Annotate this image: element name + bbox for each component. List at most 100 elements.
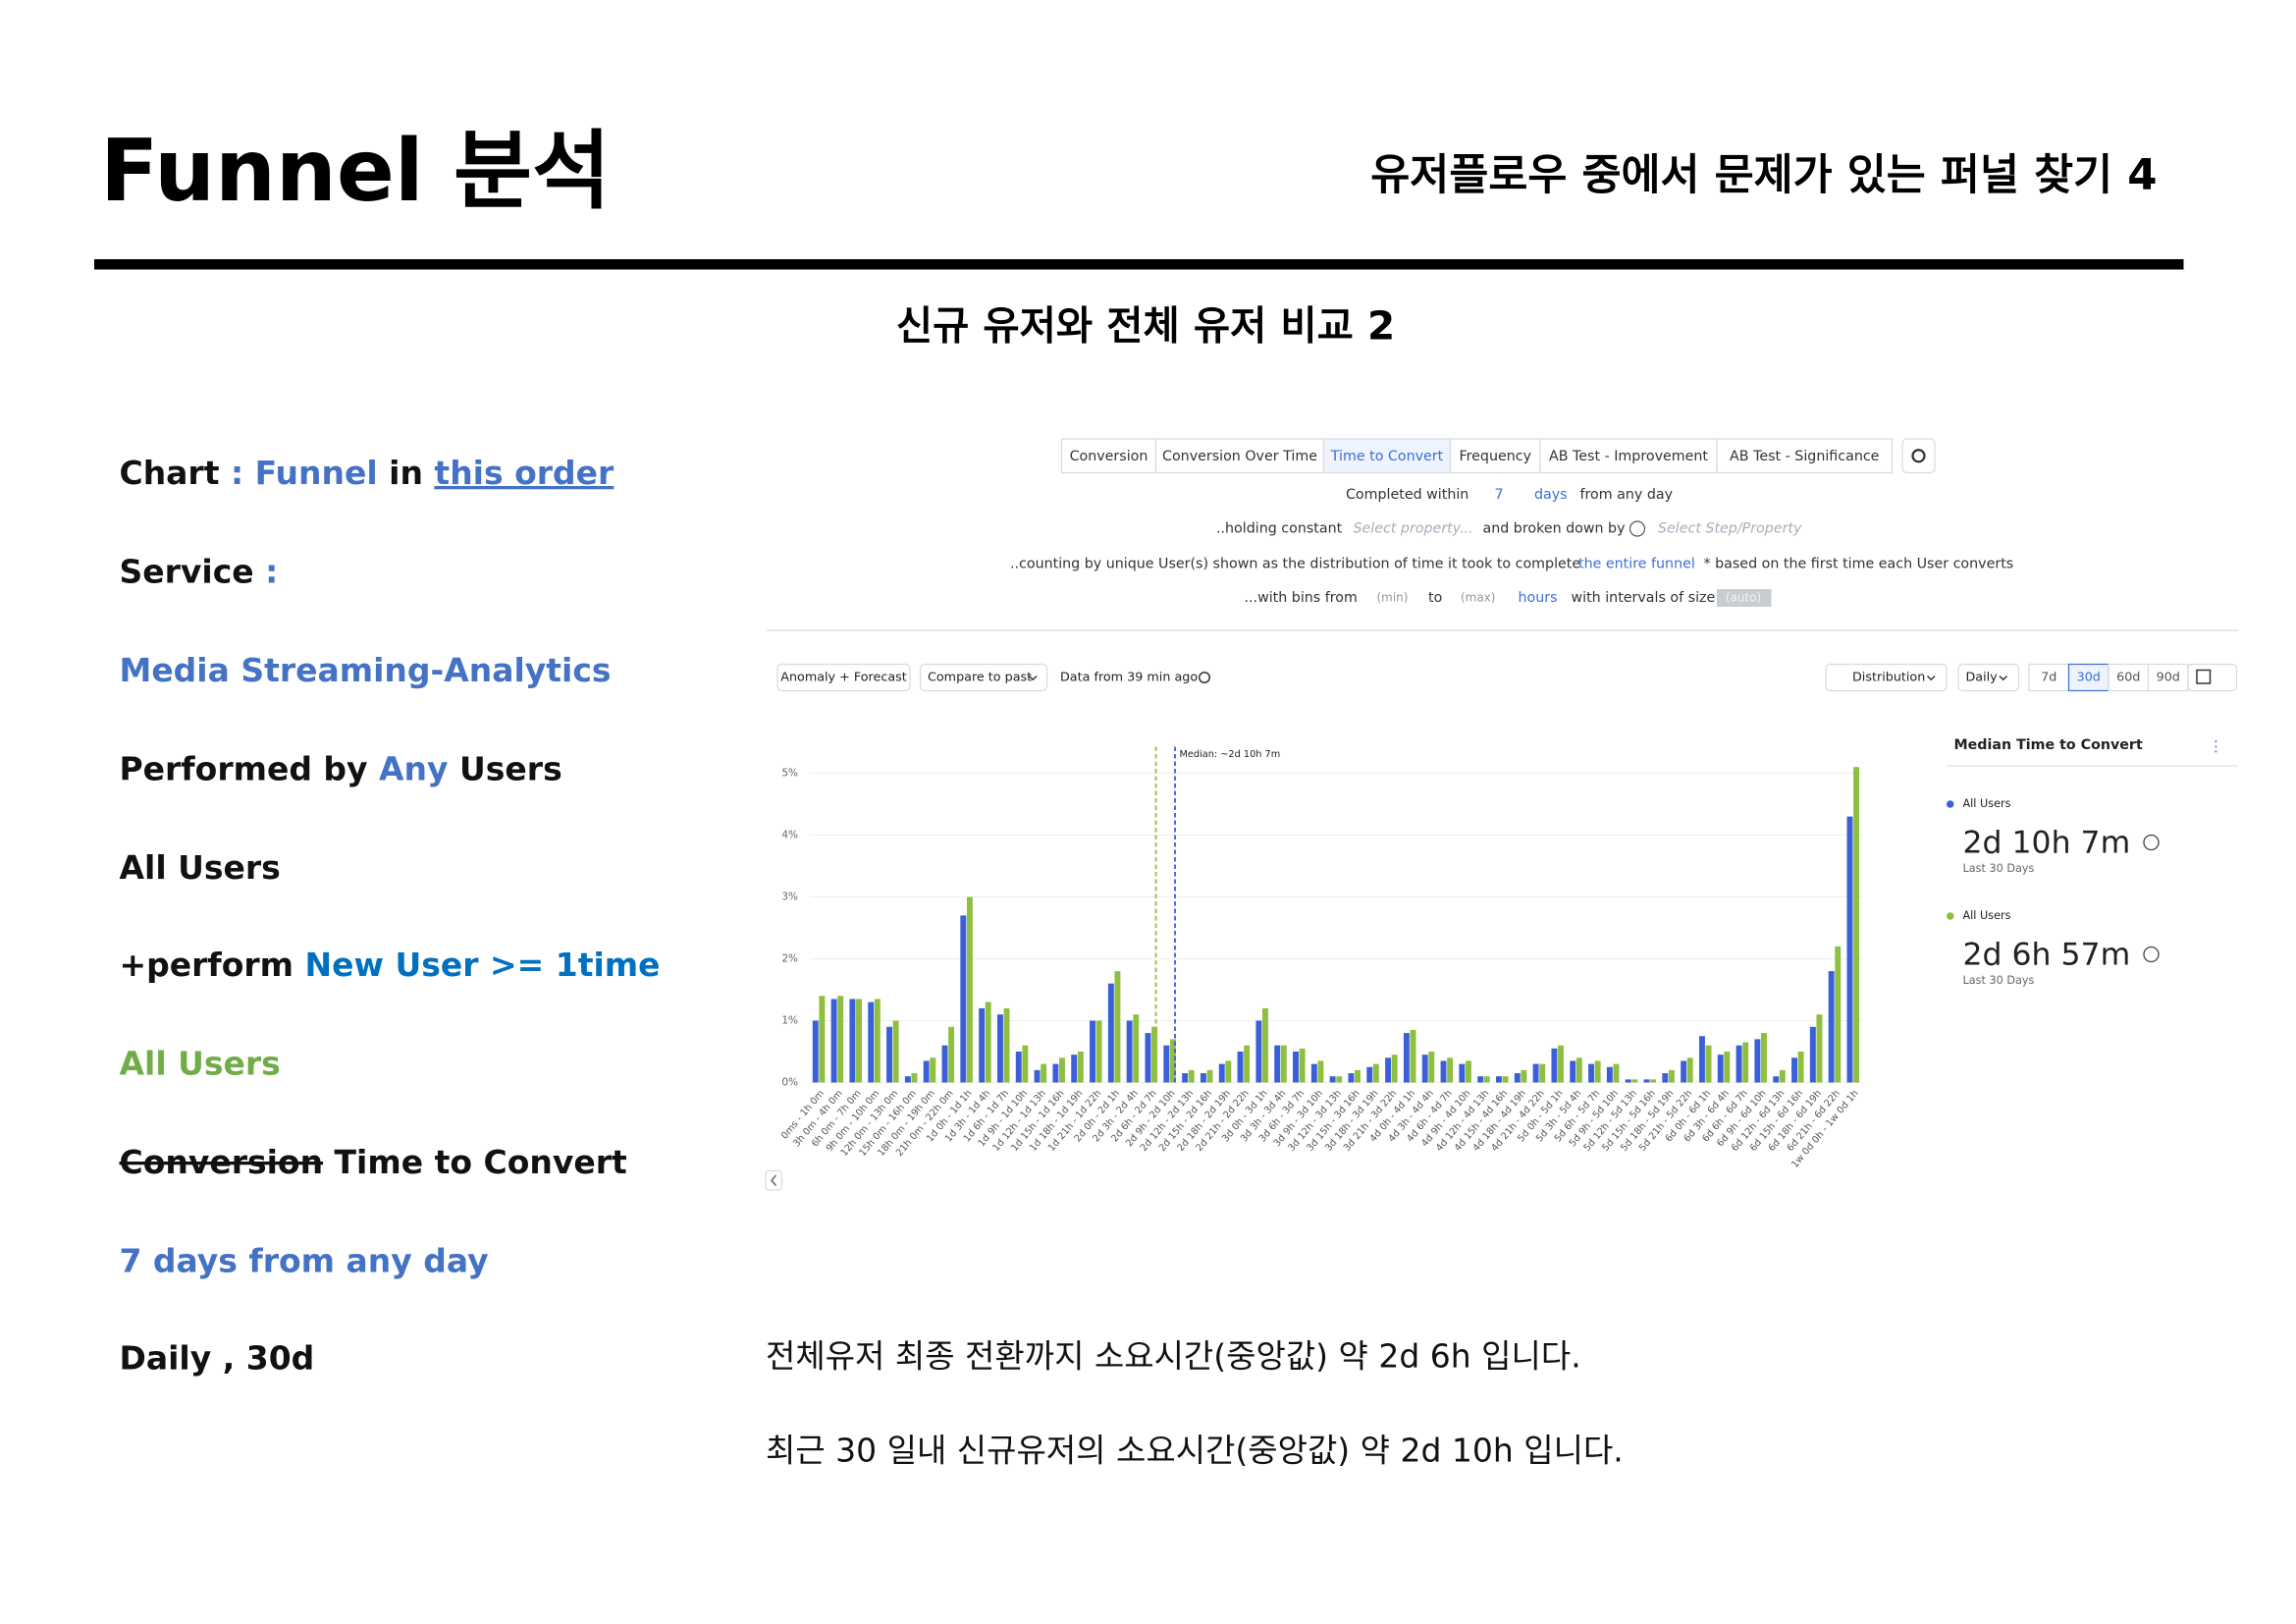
date-picker[interactable] bbox=[2187, 663, 2238, 692]
query-text: * based on the first time each User conv… bbox=[1704, 556, 2014, 571]
bar bbox=[1761, 1033, 1767, 1083]
tab-label: Time to Convert bbox=[1330, 449, 1444, 464]
range-label: 7d bbox=[2041, 670, 2056, 684]
list-item: Chart : Funnel in this order bbox=[120, 453, 615, 491]
bar bbox=[1355, 1069, 1361, 1083]
query-text: ..holding constant bbox=[1216, 520, 1343, 536]
y-tick-label: 1% bbox=[781, 1014, 798, 1026]
button-label: Daily bbox=[1966, 670, 1999, 684]
legend-dot bbox=[1947, 912, 1954, 920]
bar bbox=[1698, 1036, 1705, 1083]
query-value[interactable]: hours bbox=[1519, 590, 1558, 606]
button[interactable] bbox=[1957, 663, 2020, 692]
bar bbox=[1662, 1073, 1669, 1083]
query-builder: Completed within 7 days from any day ..h… bbox=[1010, 487, 2013, 607]
range-button[interactable] bbox=[2108, 663, 2150, 692]
query-placeholder[interactable]: (max) bbox=[1461, 590, 1495, 604]
tab[interactable] bbox=[1322, 438, 1452, 474]
query-placeholder[interactable]: (min) bbox=[1377, 590, 1409, 604]
query-text: and broken down by bbox=[1483, 520, 1626, 536]
calendar-icon bbox=[2196, 669, 2212, 684]
bar bbox=[1022, 1045, 1029, 1083]
bar bbox=[830, 999, 837, 1083]
bar bbox=[837, 996, 844, 1083]
range-button[interactable] bbox=[2067, 663, 2109, 692]
metric-period: Last 30 Days bbox=[1963, 862, 2035, 875]
metric-period: Last 30 Days bbox=[1963, 974, 2035, 987]
bar bbox=[1575, 1057, 1582, 1083]
info-icon bbox=[2143, 834, 2160, 851]
legend-dot bbox=[1947, 800, 1954, 808]
tab[interactable] bbox=[1539, 438, 1718, 474]
bar bbox=[1724, 1051, 1731, 1083]
bar bbox=[1447, 1057, 1454, 1083]
query-text: ...with bins from bbox=[1245, 590, 1358, 606]
menu-icon[interactable]: ⋮ bbox=[2209, 737, 2223, 755]
list-item: Service : bbox=[120, 552, 279, 590]
header-subtitle: 유저플로우 중에서 문제가 있는 퍼널 찾기 4 bbox=[1370, 151, 2157, 200]
tab[interactable] bbox=[1716, 438, 1894, 474]
bar bbox=[948, 1026, 955, 1083]
query-placeholder[interactable]: Select property... bbox=[1354, 520, 1473, 536]
bar bbox=[1483, 1076, 1490, 1083]
bar bbox=[1459, 1063, 1466, 1083]
bar bbox=[1809, 1026, 1816, 1083]
query-text: Completed within bbox=[1346, 487, 1468, 503]
bar bbox=[1200, 1073, 1206, 1083]
tab-label: Frequency bbox=[1459, 449, 1531, 464]
range-label: 60d bbox=[2116, 670, 2140, 684]
button-label: Anomaly + Forecast bbox=[780, 670, 907, 684]
query-value[interactable]: the entire funnel bbox=[1578, 556, 1695, 571]
tab[interactable] bbox=[1449, 438, 1541, 474]
list-item: All Users bbox=[120, 847, 281, 886]
bar bbox=[1717, 1055, 1724, 1083]
y-tick-label: 4% bbox=[781, 829, 798, 840]
button[interactable] bbox=[776, 663, 911, 692]
bar bbox=[1613, 1063, 1620, 1083]
bar bbox=[1348, 1073, 1355, 1083]
query-value[interactable]: days bbox=[1534, 487, 1568, 503]
section-title: 신규 유저와 전체 유저 비교 2 bbox=[896, 301, 1395, 349]
tab[interactable] bbox=[1060, 438, 1157, 474]
bar bbox=[1797, 1051, 1804, 1083]
bar bbox=[1059, 1057, 1065, 1083]
bar bbox=[1754, 1039, 1761, 1083]
side-panel: Median Time to Convert ⋮ All Users 2d 10… bbox=[1947, 737, 2238, 987]
query-value[interactable]: 7 bbox=[1495, 487, 1504, 503]
bar bbox=[1090, 1020, 1095, 1083]
query-placeholder[interactable]: Select Step/Property bbox=[1658, 520, 1802, 536]
button[interactable] bbox=[919, 663, 1048, 692]
y-tick-label: 2% bbox=[781, 952, 798, 964]
refresh-icon[interactable] bbox=[1199, 671, 1211, 683]
bar bbox=[1114, 971, 1121, 1083]
bar bbox=[1440, 1060, 1447, 1083]
bar bbox=[1391, 1055, 1398, 1083]
bar bbox=[1293, 1051, 1299, 1083]
bar bbox=[1570, 1060, 1576, 1083]
bar bbox=[1385, 1057, 1392, 1083]
bar bbox=[1496, 1076, 1502, 1083]
bar bbox=[886, 1026, 893, 1083]
bar bbox=[1126, 1020, 1133, 1083]
collapse-button[interactable] bbox=[765, 1169, 783, 1191]
bar bbox=[1625, 1079, 1631, 1083]
bar bbox=[1280, 1045, 1287, 1083]
bar bbox=[1502, 1076, 1509, 1083]
bar bbox=[1403, 1033, 1410, 1083]
list-item: 7 days from any day bbox=[120, 1241, 489, 1279]
settings-button[interactable] bbox=[1901, 438, 1936, 474]
range-button[interactable] bbox=[2028, 663, 2070, 692]
button[interactable] bbox=[1825, 663, 1948, 692]
tab-label: Conversion bbox=[1070, 449, 1148, 464]
button-label: Compare to past bbox=[928, 670, 1032, 684]
bar bbox=[930, 1057, 936, 1083]
query-text: from any day bbox=[1580, 487, 1674, 503]
bar bbox=[1650, 1079, 1657, 1083]
auto-field[interactable] bbox=[1717, 588, 1772, 607]
bar bbox=[1071, 1055, 1078, 1083]
bar bbox=[1163, 1045, 1170, 1083]
query-placeholder: (auto) bbox=[1726, 590, 1761, 604]
info-icon bbox=[1629, 520, 1646, 537]
bar bbox=[1188, 1069, 1195, 1083]
bar bbox=[1477, 1076, 1484, 1083]
